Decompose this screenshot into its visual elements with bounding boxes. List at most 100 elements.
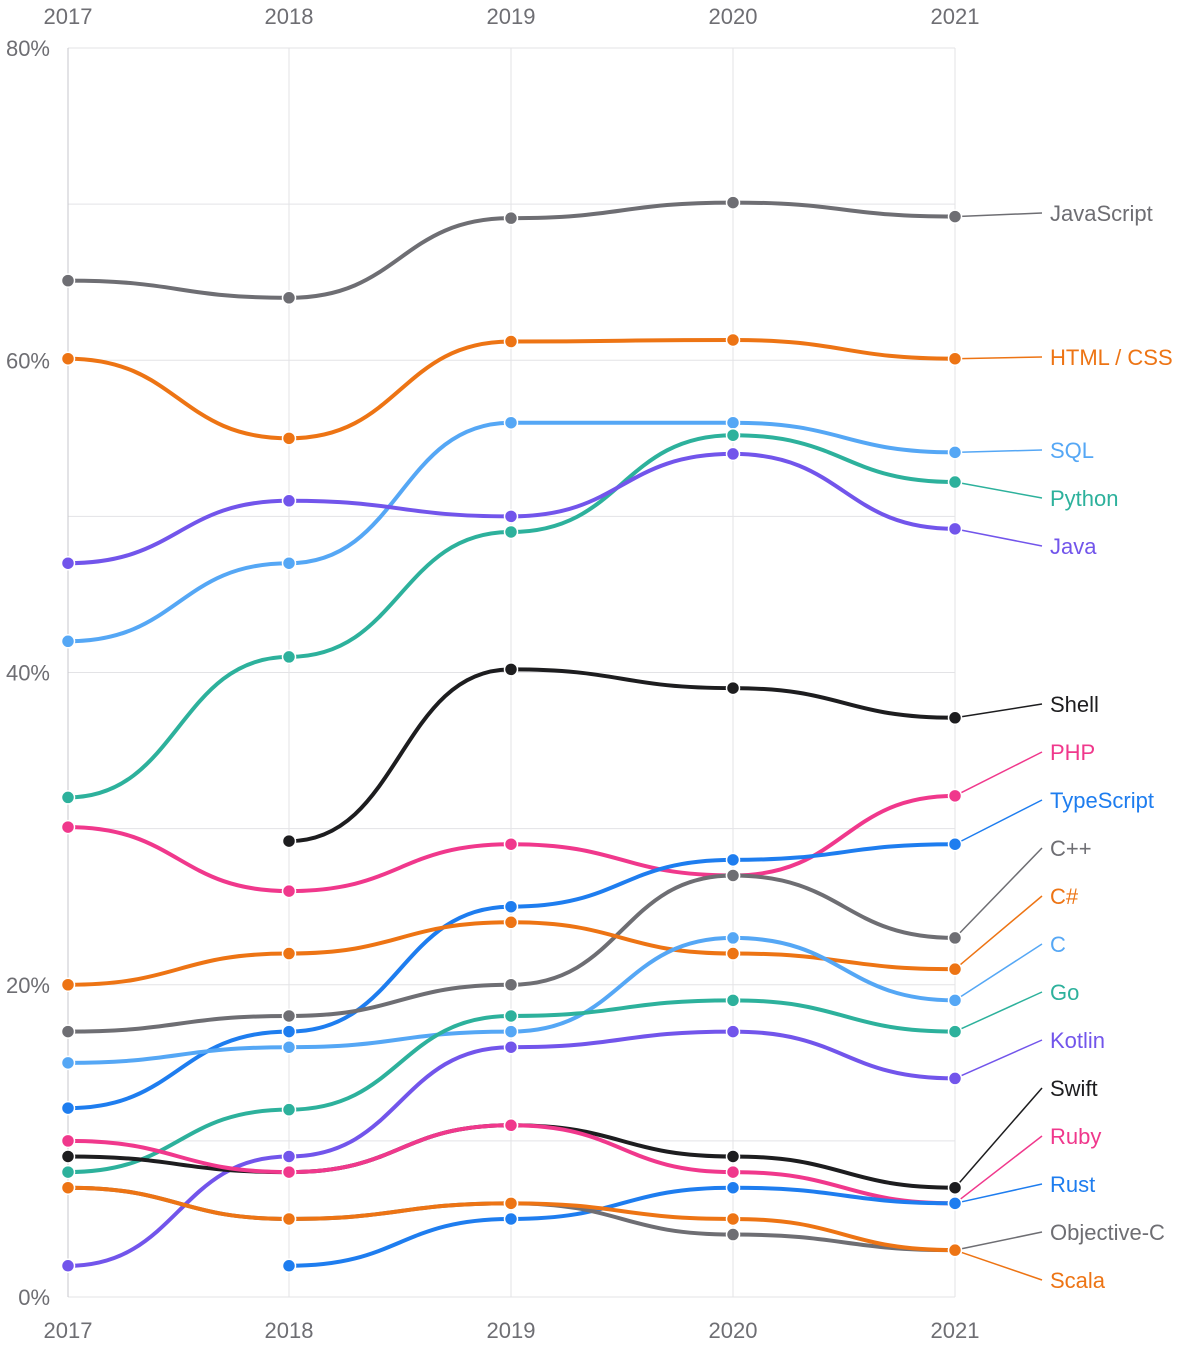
label-leader-line xyxy=(954,895,1043,970)
data-point xyxy=(947,1024,963,1039)
data-point xyxy=(281,1149,297,1164)
label-leader-line xyxy=(954,799,1043,845)
series-label: Java xyxy=(1050,534,1097,559)
y-tick-label: 80% xyxy=(6,36,50,61)
label-leader-line xyxy=(954,1039,1043,1080)
data-point xyxy=(503,524,519,540)
data-point xyxy=(947,993,963,1008)
data-point xyxy=(281,1211,297,1227)
series-label: Rust xyxy=(1050,1172,1095,1197)
label-leader-line xyxy=(954,943,1043,1001)
series-label: Swift xyxy=(1050,1076,1098,1101)
data-point xyxy=(60,790,76,805)
series-label: Kotlin xyxy=(1050,1028,1105,1053)
series-label: Objective-C xyxy=(1050,1220,1165,1245)
label-leader-line xyxy=(954,1087,1043,1189)
data-point xyxy=(503,1024,519,1039)
data-point xyxy=(947,445,963,460)
data-point xyxy=(725,1164,741,1180)
series-label: C++ xyxy=(1050,836,1092,861)
chart-points xyxy=(60,195,963,1274)
data-point xyxy=(60,555,76,571)
x-tick-label-bottom: 2018 xyxy=(265,1318,314,1343)
data-point xyxy=(503,210,519,226)
data-point xyxy=(281,1008,297,1024)
series-line xyxy=(66,420,957,644)
data-point xyxy=(503,899,519,914)
series-label: PHP xyxy=(1050,740,1095,765)
label-leader-line xyxy=(954,481,1043,499)
data-point xyxy=(281,883,297,899)
data-point xyxy=(947,1196,963,1211)
series-line xyxy=(66,433,957,800)
series-line xyxy=(66,337,957,441)
label-leader-line xyxy=(954,751,1043,797)
x-tick-label-top: 2017 xyxy=(44,4,93,29)
data-point xyxy=(947,474,963,490)
label-leader-line xyxy=(954,356,1043,360)
data-point xyxy=(503,977,519,992)
data-point xyxy=(725,1227,741,1242)
data-point xyxy=(947,710,963,726)
data-point xyxy=(281,1024,297,1039)
series-label: Shell xyxy=(1050,692,1099,717)
series-line xyxy=(66,998,957,1175)
series-label: Go xyxy=(1050,980,1079,1005)
data-point xyxy=(947,1242,963,1258)
data-point xyxy=(60,1149,76,1164)
data-point xyxy=(281,1258,297,1274)
series-label: C xyxy=(1050,932,1066,957)
data-point xyxy=(503,334,519,349)
series-label: C# xyxy=(1050,884,1079,909)
series-line xyxy=(287,667,957,844)
data-point xyxy=(725,1180,741,1195)
data-point xyxy=(60,1024,76,1039)
data-point xyxy=(503,1196,519,1211)
data-point xyxy=(947,521,963,537)
label-leader-line xyxy=(954,212,1043,218)
label-leader-line xyxy=(954,847,1043,939)
data-point xyxy=(725,868,741,883)
data-point xyxy=(947,209,963,224)
x-tick-label-top: 2019 xyxy=(487,4,536,29)
data-point xyxy=(725,852,741,868)
data-point xyxy=(947,961,963,977)
series-line xyxy=(66,935,957,1065)
data-point xyxy=(60,351,76,366)
data-point xyxy=(503,415,519,430)
x-tick-label-bottom: 2021 xyxy=(931,1318,980,1343)
data-point xyxy=(725,1211,741,1227)
data-point xyxy=(60,273,76,288)
x-tick-label-bottom: 2020 xyxy=(709,1318,758,1343)
chart-series-labels: JavaScript HTML / CSS SQL Python Java Shell PH… xyxy=(1050,201,1173,1293)
label-leader-line xyxy=(954,1183,1043,1205)
data-point xyxy=(60,1133,76,1149)
x-tick-label-bottom: 2019 xyxy=(487,1318,536,1343)
data-point xyxy=(725,415,741,430)
label-leader-line xyxy=(954,991,1043,1033)
data-point xyxy=(281,290,297,306)
data-point xyxy=(60,1055,76,1071)
data-point xyxy=(725,946,741,961)
series-line xyxy=(66,1029,957,1268)
series-label: SQL xyxy=(1050,438,1094,463)
data-point xyxy=(60,1180,76,1195)
series-label: TypeScript xyxy=(1050,788,1154,813)
data-point xyxy=(947,1180,963,1195)
data-point xyxy=(503,1118,519,1133)
data-point xyxy=(503,1039,519,1055)
data-point xyxy=(60,977,76,992)
data-point xyxy=(503,662,519,677)
data-point xyxy=(947,788,963,804)
data-point xyxy=(503,1211,519,1227)
series-label: HTML / CSS xyxy=(1050,345,1173,370)
data-point xyxy=(725,1149,741,1164)
chart-label-leaders xyxy=(954,212,1043,1281)
data-point xyxy=(281,1039,297,1055)
data-point xyxy=(947,930,963,946)
data-point xyxy=(725,332,741,348)
data-point xyxy=(60,1100,76,1116)
data-point xyxy=(281,1102,297,1117)
data-point xyxy=(725,427,741,443)
